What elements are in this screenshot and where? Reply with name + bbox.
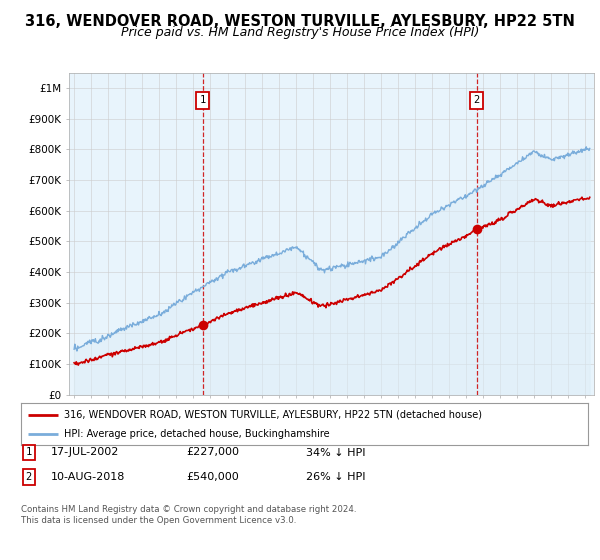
- Text: Contains HM Land Registry data © Crown copyright and database right 2024.
This d: Contains HM Land Registry data © Crown c…: [21, 505, 356, 525]
- Text: 316, WENDOVER ROAD, WESTON TURVILLE, AYLESBURY, HP22 5TN: 316, WENDOVER ROAD, WESTON TURVILLE, AYL…: [25, 14, 575, 29]
- Text: 2: 2: [473, 95, 479, 105]
- Text: £227,000: £227,000: [186, 447, 239, 458]
- Text: Price paid vs. HM Land Registry's House Price Index (HPI): Price paid vs. HM Land Registry's House …: [121, 26, 479, 39]
- Text: 316, WENDOVER ROAD, WESTON TURVILLE, AYLESBURY, HP22 5TN (detached house): 316, WENDOVER ROAD, WESTON TURVILLE, AYL…: [64, 409, 482, 419]
- Text: 17-JUL-2002: 17-JUL-2002: [51, 447, 119, 458]
- Text: 26% ↓ HPI: 26% ↓ HPI: [306, 472, 365, 482]
- Text: 34% ↓ HPI: 34% ↓ HPI: [306, 447, 365, 458]
- Text: 1: 1: [26, 447, 32, 458]
- Text: 10-AUG-2018: 10-AUG-2018: [51, 472, 125, 482]
- Text: 2: 2: [26, 472, 32, 482]
- Text: HPI: Average price, detached house, Buckinghamshire: HPI: Average price, detached house, Buck…: [64, 429, 329, 439]
- Text: 1: 1: [200, 95, 206, 105]
- Text: £540,000: £540,000: [186, 472, 239, 482]
